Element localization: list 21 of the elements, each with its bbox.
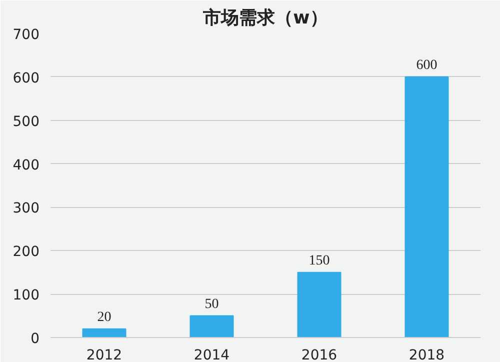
bar <box>404 76 449 338</box>
y-tick-label: 400 <box>12 157 40 174</box>
y-tick-label: 500 <box>12 114 40 130</box>
x-tick-label: 2018 <box>408 348 445 362</box>
y-tick-label: 200 <box>12 244 40 260</box>
y-tick-label: 100 <box>12 288 40 304</box>
x-tick-label: 2014 <box>194 348 230 362</box>
chart-title: 市场需求（w） <box>202 8 328 28</box>
bar <box>82 328 126 338</box>
x-tick-label: 2012 <box>86 348 122 362</box>
data-label: 20 <box>97 310 112 325</box>
y-tick-label: 300 <box>12 200 40 217</box>
bar <box>297 272 342 338</box>
y-tick-label: 600 <box>12 70 40 86</box>
y-tick-label: 0 <box>30 331 40 347</box>
data-label: 50 <box>204 296 219 312</box>
y-tick-label: 700 <box>12 27 40 43</box>
data-label: 600 <box>416 58 438 73</box>
data-label: 150 <box>308 253 330 268</box>
bar <box>190 315 234 338</box>
x-tick-label: 2016 <box>301 348 338 362</box>
